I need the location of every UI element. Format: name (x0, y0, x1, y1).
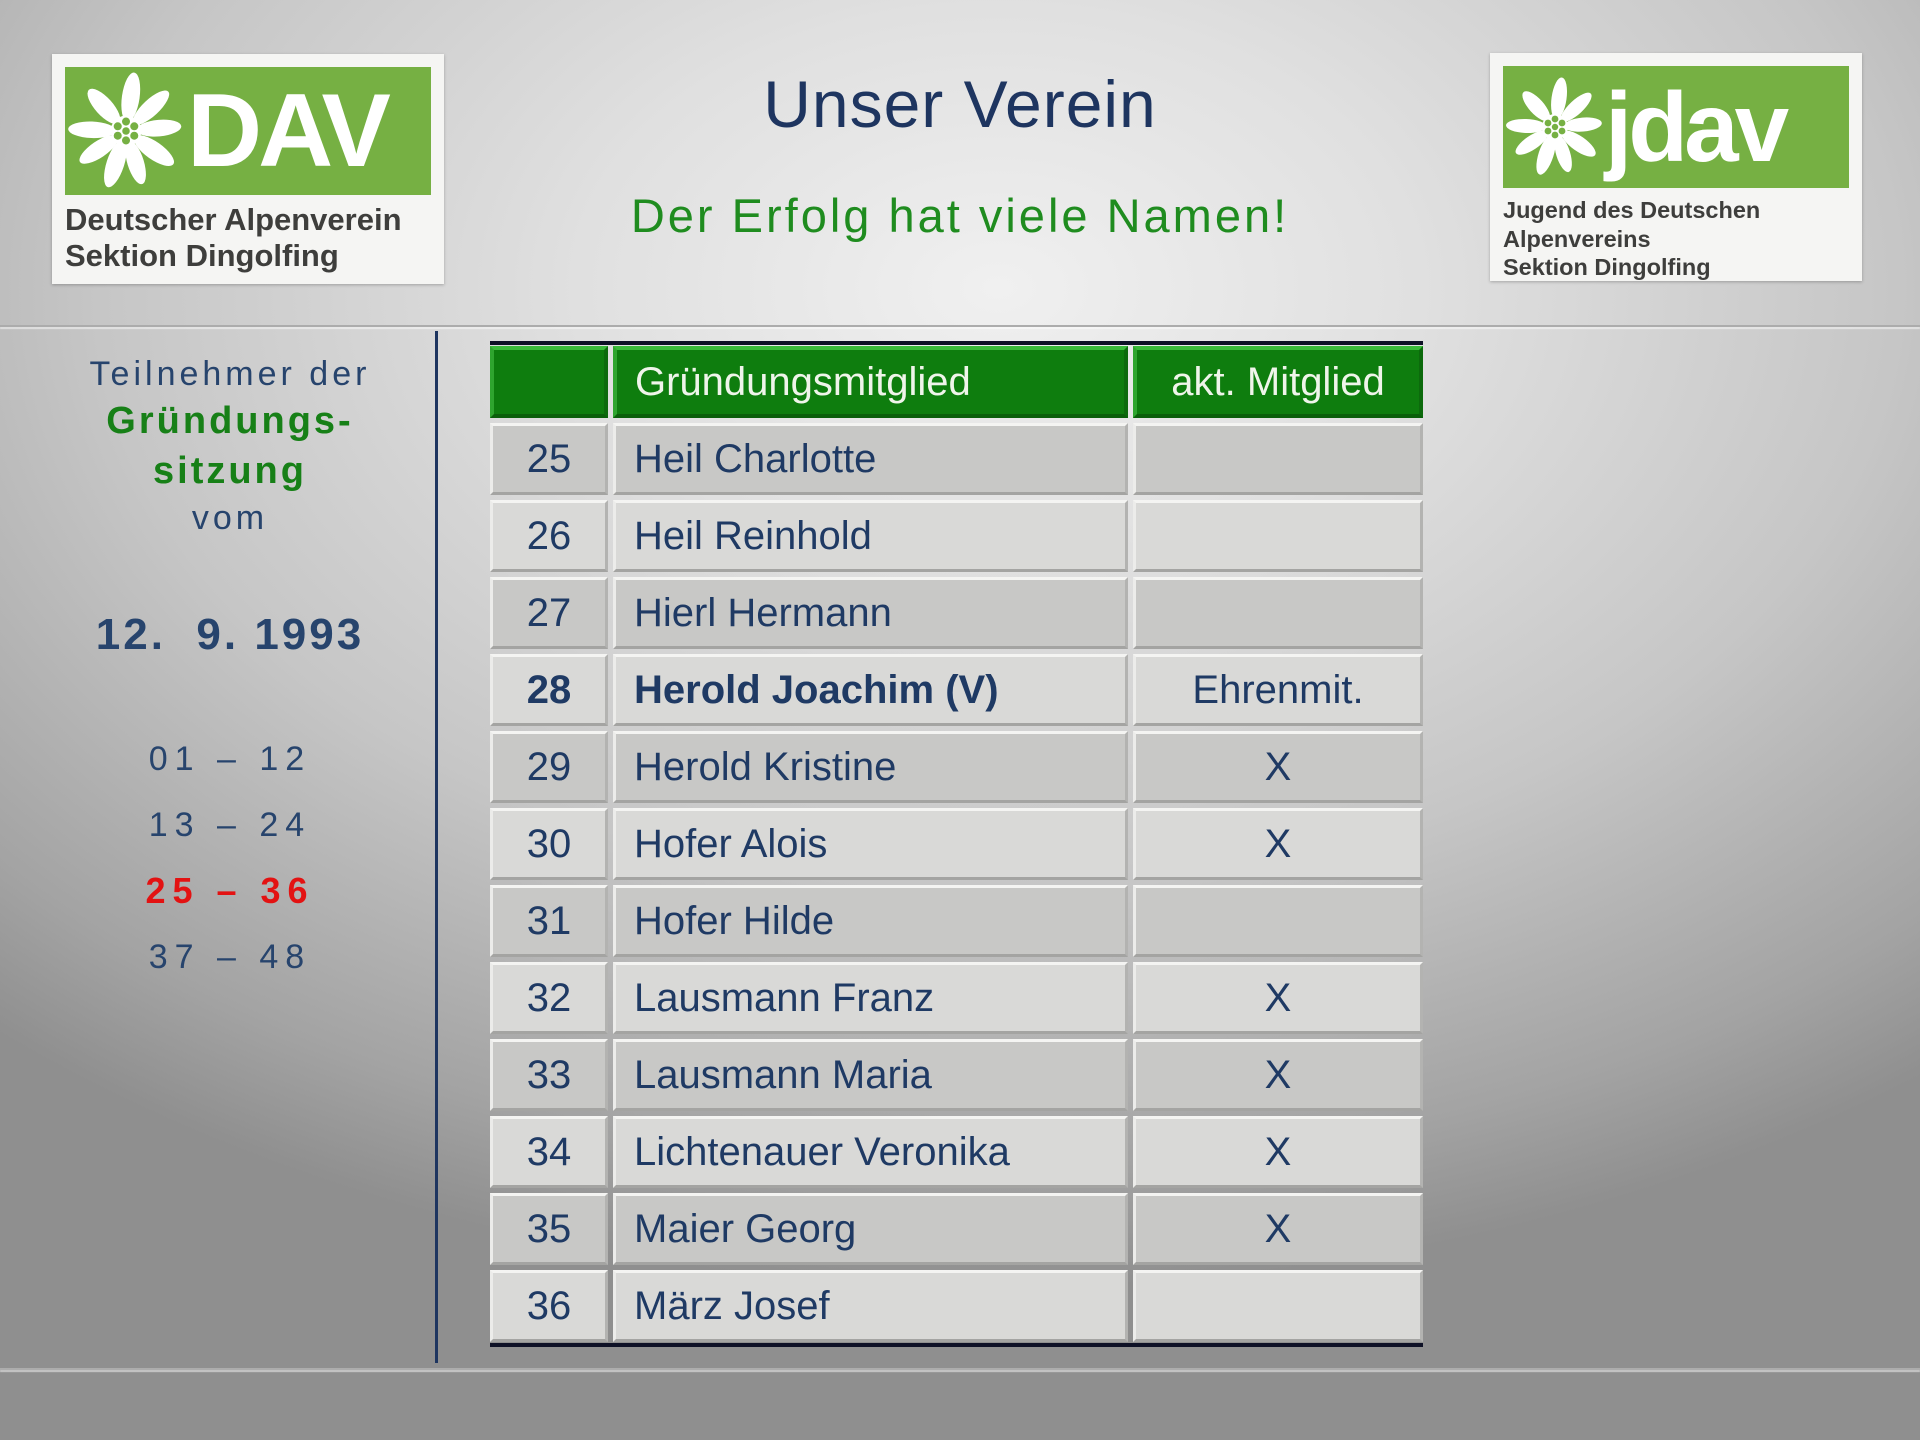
member-name-cell: Heil Charlotte (613, 423, 1128, 495)
member-status-cell (1133, 423, 1423, 495)
dav-logo-text: DAV (187, 73, 391, 189)
sidebar-intro-line3: sitzung (153, 450, 307, 492)
dav-logo-caption: Deutscher Alpenverein Sektion Dingolfing (65, 202, 431, 275)
table-bottom-border (490, 1343, 1423, 1347)
member-status-cell (1133, 1270, 1423, 1342)
member-name-cell: Hierl Hermann (613, 577, 1128, 649)
range-item: 25 – 36 (145, 870, 315, 911)
member-number-cell: 33 (490, 1039, 608, 1111)
member-name-cell: Herold Joachim (V) (613, 654, 1128, 726)
header-divider (0, 325, 1920, 327)
range-item: 01 – 12 (148, 740, 312, 778)
member-name-cell: Lichtenauer Veronika (613, 1116, 1128, 1188)
member-status-cell: X (1133, 1039, 1423, 1111)
member-status-cell (1133, 577, 1423, 649)
member-name-cell: Heil Reinhold (613, 500, 1128, 572)
vertical-divider (435, 331, 438, 1363)
sidebar-intro-line1: Teilnehmer der (89, 355, 371, 393)
member-number-cell: 31 (490, 885, 608, 957)
jdav-logo-banner: jdav (1503, 66, 1849, 188)
founding-date: 12. 9. 1993 (95, 610, 365, 659)
member-number-cell: 35 (490, 1193, 608, 1265)
member-name-cell: Herold Kristine (613, 731, 1128, 803)
member-name-cell: Lausmann Maria (613, 1039, 1128, 1111)
table-header-gruendungsmitglied: Gründungsmitglied (613, 346, 1128, 418)
member-number-cell: 29 (490, 731, 608, 803)
dav-logo-banner: DAV (65, 67, 431, 195)
table-top-border (490, 341, 1423, 345)
member-status-cell (1133, 885, 1423, 957)
dav-caption-line2: Sektion Dingolfing (65, 238, 339, 274)
jdav-caption-line1: Jugend des Deutschen Alpenvereins (1503, 197, 1761, 252)
dav-logo: DAV Deutscher Alpenverein Sektion Dingol… (52, 54, 444, 284)
members-table: Gründungsmitglied akt. Mitglied 25 Heil … (490, 341, 1423, 1347)
member-number-cell: 30 (490, 808, 608, 880)
member-number-cell: 34 (490, 1116, 608, 1188)
member-number-cell: 32 (490, 962, 608, 1034)
jdav-logo-caption: Jugend des Deutschen Alpenvereins Sektio… (1503, 196, 1849, 282)
member-name-cell: Maier Georg (613, 1193, 1128, 1265)
range-item: 13 – 24 (148, 806, 312, 844)
member-status-cell: X (1133, 962, 1423, 1034)
sidebar-intro-line4: vom (191, 499, 269, 537)
member-number-cell: 27 (490, 577, 608, 649)
member-number-cell: 28 (490, 654, 608, 726)
member-number-cell: 26 (490, 500, 608, 572)
edelweiss-icon (1506, 77, 1602, 175)
member-status-cell: X (1133, 1116, 1423, 1188)
member-name-cell: Lausmann Franz (613, 962, 1128, 1034)
range-item: 37 – 48 (148, 938, 312, 976)
member-status-cell: X (1133, 808, 1423, 880)
range-list: 01 – 12 13 – 24 25 – 36 37 – 48 (40, 736, 420, 980)
table-header-number (490, 346, 608, 418)
member-status-cell (1133, 500, 1423, 572)
member-number-cell: 25 (490, 423, 608, 495)
member-status-cell: Ehrenmit. (1133, 654, 1423, 726)
jdav-caption-line2: Sektion Dingolfing (1503, 254, 1711, 281)
member-number-cell: 36 (490, 1270, 608, 1342)
jdav-logo-text: jdav (1605, 72, 1789, 182)
footer-divider (0, 1368, 1920, 1370)
jdav-logo: jdav Jugend des Deutschen Alpenvereins S… (1490, 53, 1862, 281)
edelweiss-icon (68, 72, 182, 188)
member-name-cell: Hofer Alois (613, 808, 1128, 880)
page-title: Unser Verein (763, 67, 1157, 141)
page-subtitle: Der Erfolg hat viele Namen! (630, 189, 1290, 242)
dav-caption-line1: Deutscher Alpenverein (65, 202, 402, 237)
member-name-cell: Hofer Hilde (613, 885, 1128, 957)
table-header-akt-mitglied: akt. Mitglied (1133, 346, 1423, 418)
member-status-cell: X (1133, 1193, 1423, 1265)
sidebar-intro-line2: Gründungs- (106, 400, 354, 442)
members-table-grid: Gründungsmitglied akt. Mitglied 25 Heil … (490, 345, 1423, 1343)
member-name-cell: März Josef (613, 1270, 1128, 1342)
member-status-cell: X (1133, 731, 1423, 803)
sidebar: Teilnehmer der Gründungs- sitzung vom 12… (40, 352, 420, 1000)
